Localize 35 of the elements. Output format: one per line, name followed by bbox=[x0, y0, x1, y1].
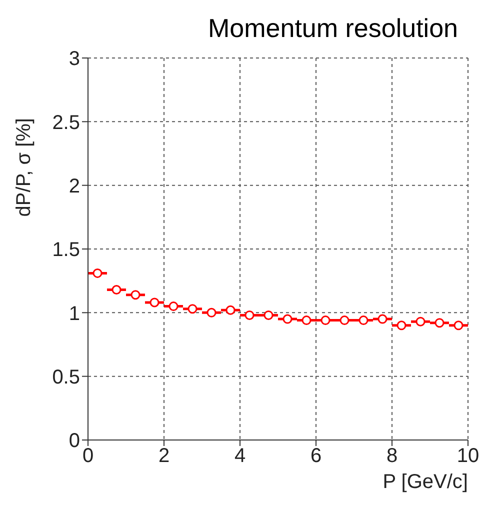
y-axis-title: dP/P, σ [%] bbox=[13, 118, 36, 217]
y-tick-label: 0.5 bbox=[52, 366, 80, 388]
x-tick-label: 6 bbox=[310, 445, 322, 468]
point bbox=[358, 316, 368, 326]
point bbox=[378, 314, 388, 324]
x-tick-label: 2 bbox=[158, 445, 170, 468]
point bbox=[340, 316, 350, 326]
point bbox=[244, 310, 254, 320]
point bbox=[416, 316, 426, 326]
point bbox=[282, 314, 292, 324]
x-tick-label: 4 bbox=[234, 445, 246, 468]
point bbox=[188, 304, 198, 314]
point bbox=[434, 318, 444, 328]
chart-title: Momentum resolution bbox=[207, 12, 459, 45]
point bbox=[396, 320, 406, 330]
point bbox=[226, 305, 236, 315]
point bbox=[264, 310, 274, 320]
x-axis-title: P [GeV/c] bbox=[382, 471, 468, 493]
x-tick-label: 8 bbox=[386, 445, 398, 468]
y-tick-label: 3 bbox=[68, 48, 80, 70]
y-tick-label: 1.5 bbox=[52, 239, 80, 262]
point bbox=[112, 284, 122, 294]
y-tick-label: 2 bbox=[68, 175, 80, 198]
y-tick-label: 2.5 bbox=[52, 112, 80, 134]
x-tick-label: 10 bbox=[456, 445, 480, 468]
point bbox=[130, 290, 140, 300]
point bbox=[320, 316, 330, 326]
point bbox=[454, 320, 464, 330]
point bbox=[206, 308, 216, 318]
point bbox=[150, 298, 160, 308]
y-tick-label: 1 bbox=[68, 302, 80, 325]
point bbox=[92, 268, 102, 278]
y-tick-label: 0 bbox=[68, 430, 80, 452]
point bbox=[168, 302, 178, 312]
point bbox=[302, 316, 312, 326]
